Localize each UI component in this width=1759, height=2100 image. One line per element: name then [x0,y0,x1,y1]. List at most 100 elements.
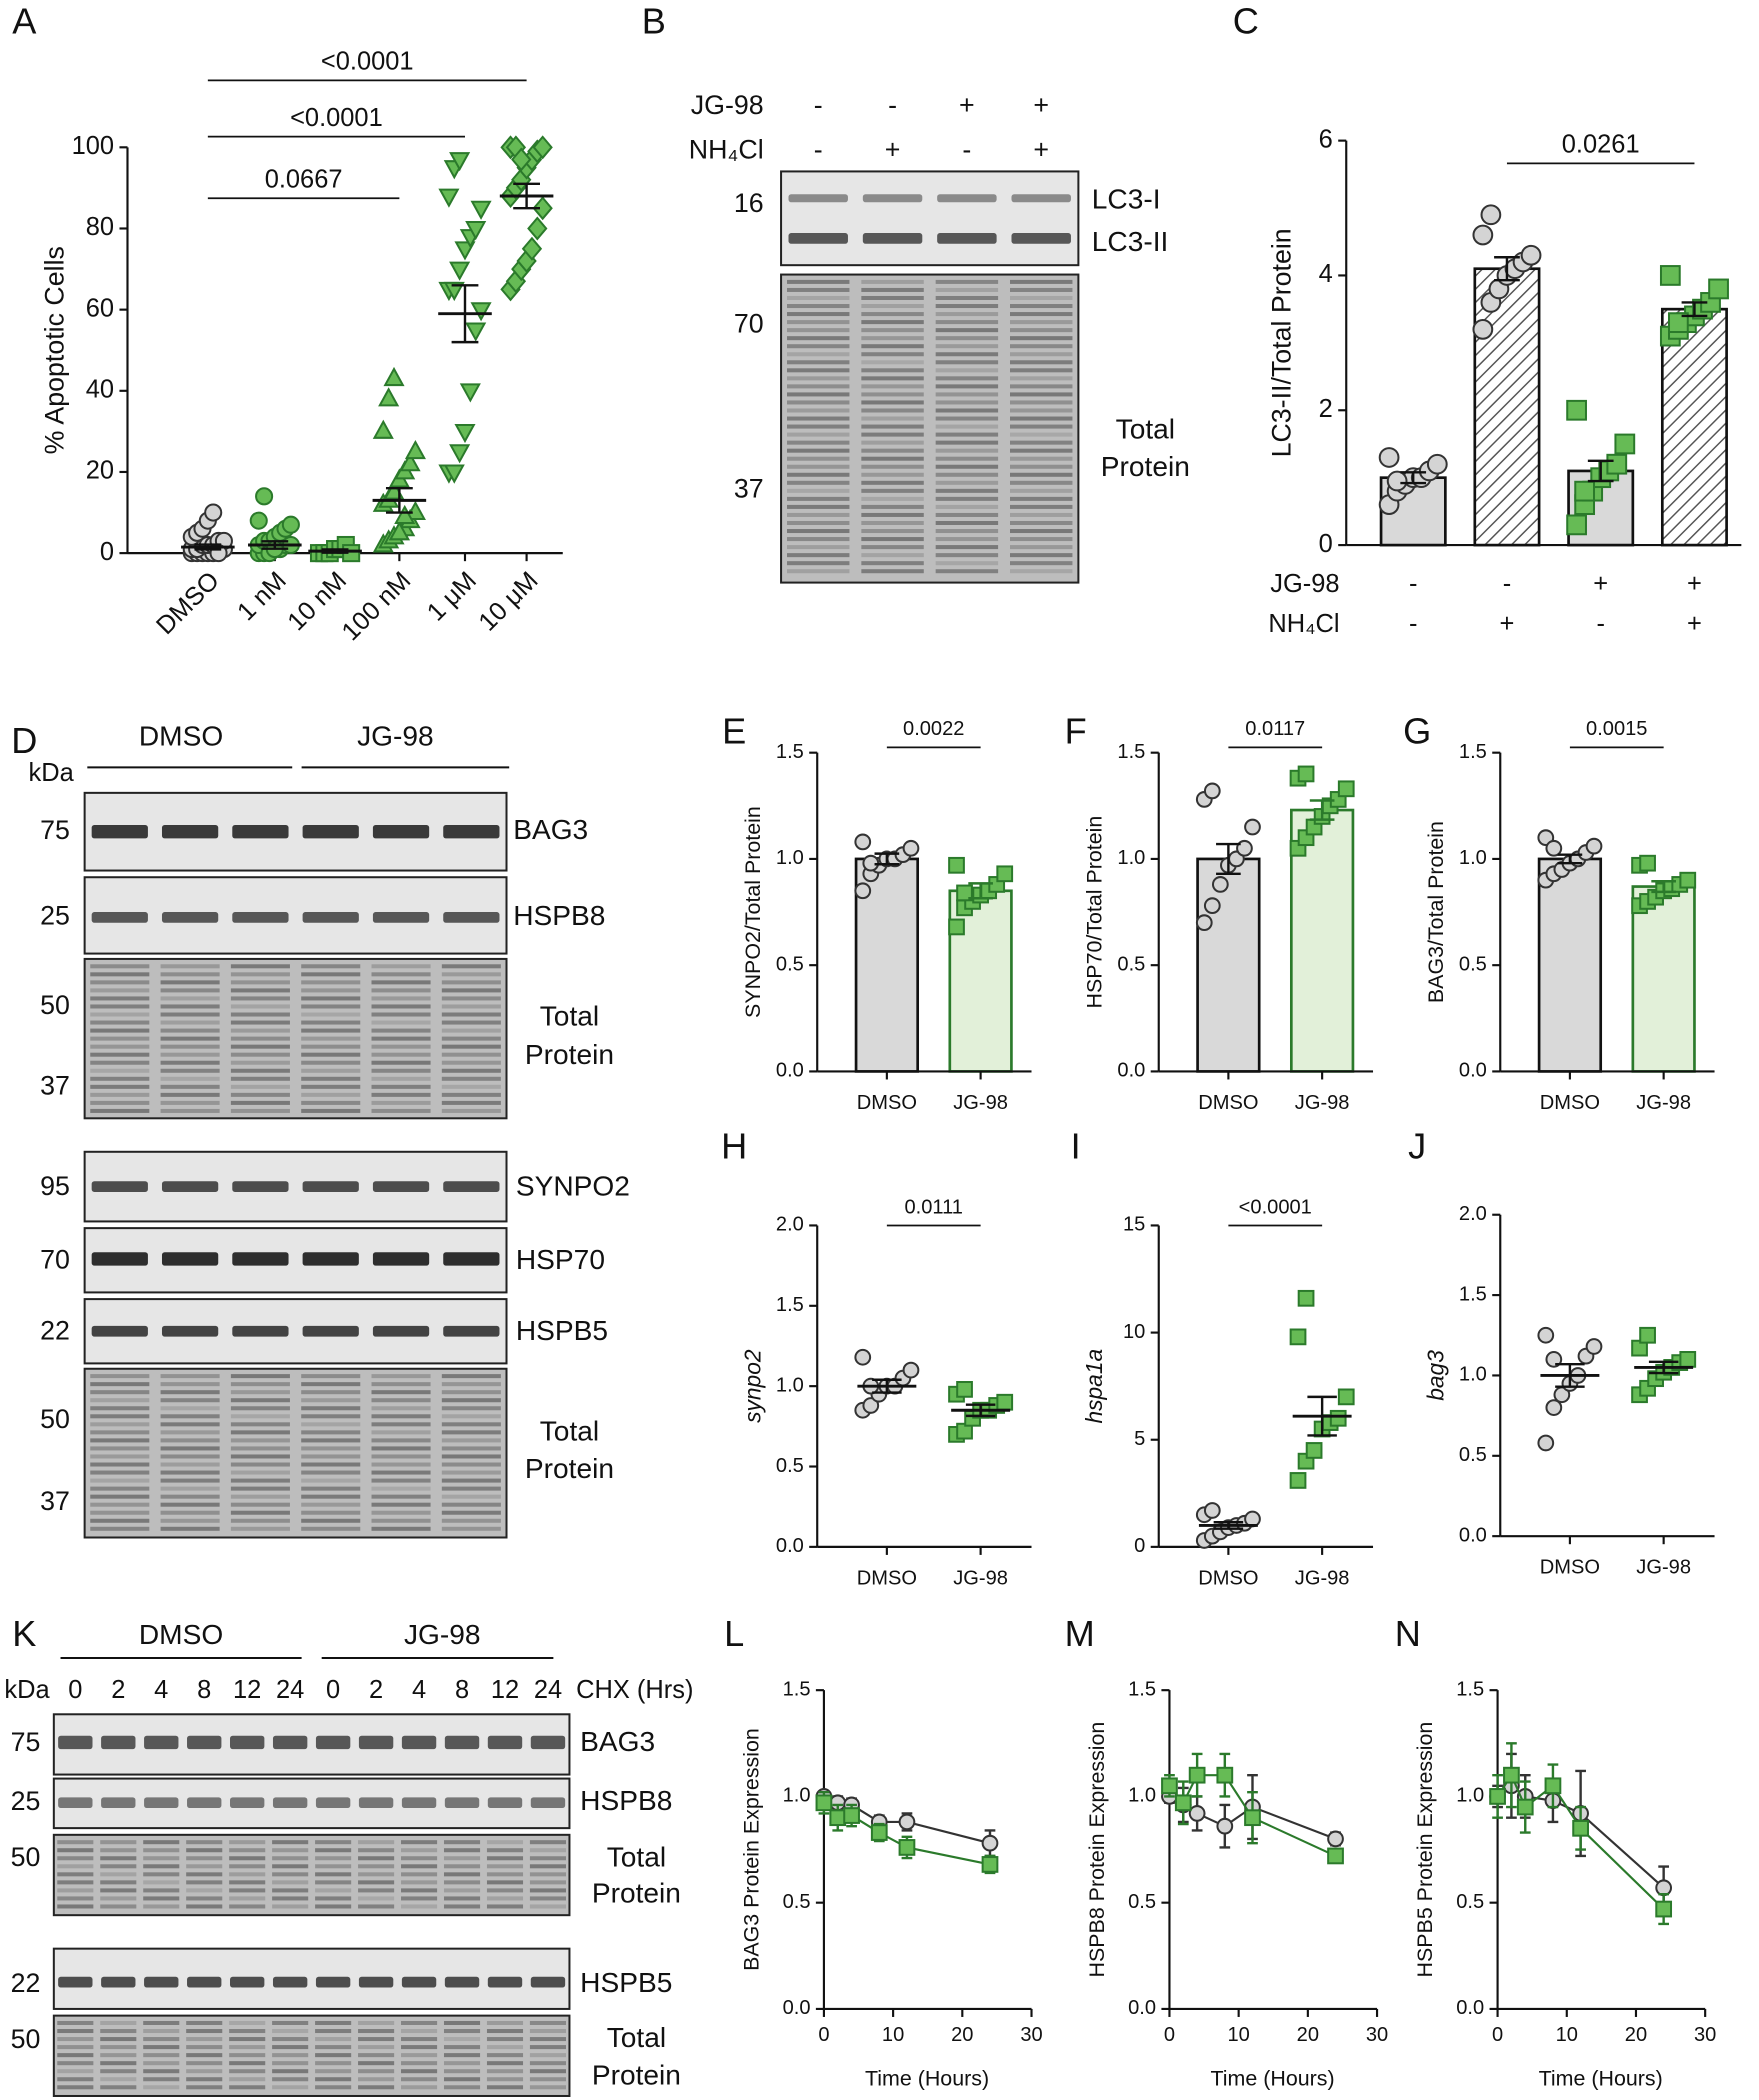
blot-band [371,1438,431,1443]
blot-band [441,1526,501,1531]
x-tick-label: 30 [1020,2024,1042,2046]
blot-band [272,1848,309,1853]
blot-band [371,996,431,1001]
data-point [449,152,471,172]
blot-band [371,1478,431,1483]
lane-label: 4 [412,1676,426,1704]
blot-band [861,496,924,501]
lane-label: 8 [197,1676,211,1704]
data-point [1297,1289,1315,1307]
blot-band [787,440,850,445]
blot-band [272,2069,309,2074]
panel-letter: D [11,720,37,761]
blot-band [935,352,999,357]
blot-band [443,2037,481,2042]
blot-band [232,1252,289,1266]
blot-band [935,545,999,550]
blot-band [371,1044,431,1049]
blot-band [358,2029,395,2034]
blot-band [443,825,500,839]
blot-band [90,1478,150,1483]
unit-label: kDa [4,1676,50,1704]
data-point [1520,244,1542,266]
blot-band [1010,408,1073,413]
band-label: Protein [592,1878,681,1909]
blot-band [90,1076,150,1081]
blot-band [787,320,850,325]
error-bar [194,543,222,551]
blot-band [301,1446,361,1451]
blot-band [358,1864,395,1869]
significance-label: 0.0111 [905,1196,963,1218]
blot-band [787,392,850,397]
blot-band [371,1076,431,1081]
blot-band [487,1735,523,1750]
blot-band [186,1888,223,1893]
blot-band [302,1252,359,1266]
band-label: LC3-I [1092,183,1161,214]
x-tick-label: 10 [1227,2024,1249,2046]
blot-band [935,424,999,429]
y-tick-label: 60 [86,294,114,322]
blot-band [1010,496,1073,501]
band-label: HSPB5 [580,1967,672,1998]
group-label: JG-98 [357,720,434,751]
blot-band [143,1896,180,1901]
panel-letter: L [724,1613,744,1654]
blot-band [315,2045,352,2050]
blot-band [301,1518,361,1523]
blot-band [861,320,924,325]
blot-band [272,1896,309,1901]
x-axis-label: Time (Hours) [1211,2067,1335,2091]
blot-band [160,1438,220,1443]
blot-band [229,2061,266,2066]
blot-band [529,2085,567,2090]
blot-band [441,1028,501,1033]
y-axis-label: bag3 [1422,1350,1448,1401]
x-tick-label: 10 [882,2024,904,2046]
data-point [1544,1777,1562,1795]
blot-band [160,1382,220,1387]
mw-marker: 22 [40,1316,70,1346]
x-tick-label: DMSO [1198,1567,1258,1589]
blot-band [787,304,850,309]
blot-band [486,2029,524,2034]
blot-band [315,2029,352,2034]
data-point [1203,1502,1221,1519]
blot-band [358,2069,395,2074]
bar [1537,857,1603,1073]
data-point [956,1381,973,1398]
blot-band [787,360,850,365]
blot-band [57,1856,94,1861]
blot-band [371,1430,431,1435]
data-point [372,419,394,439]
data-point [383,366,405,387]
blot-band [57,1864,94,1869]
significance-label: <0.0001 [290,104,383,132]
blot-band [371,988,431,993]
group-label: DMSO [139,720,223,751]
data-point [981,1834,999,1852]
blot-band [401,1976,437,1988]
data-point [1545,839,1563,857]
blot-band [441,1004,501,1009]
blot-band [935,368,999,373]
blot-band [272,2045,309,2050]
y-tick-label: 1.0 [776,847,804,869]
blot-band [315,1888,352,1893]
blot-band [160,1446,220,1451]
blot-band [861,537,924,542]
blot-band [301,1454,361,1459]
blot-band [443,1848,481,1853]
blot-band [230,1382,290,1387]
data-point [1216,1817,1234,1835]
blot-band [101,1797,136,1809]
condition-label: NH₄Cl [1268,610,1339,638]
blot-band [371,1036,431,1041]
blot-band [441,1374,501,1379]
blot-band [90,1494,150,1499]
blot-band [143,2061,180,2066]
blot-band [160,1020,220,1025]
band-label: Total [1116,414,1175,445]
blot-band [100,1864,137,1869]
